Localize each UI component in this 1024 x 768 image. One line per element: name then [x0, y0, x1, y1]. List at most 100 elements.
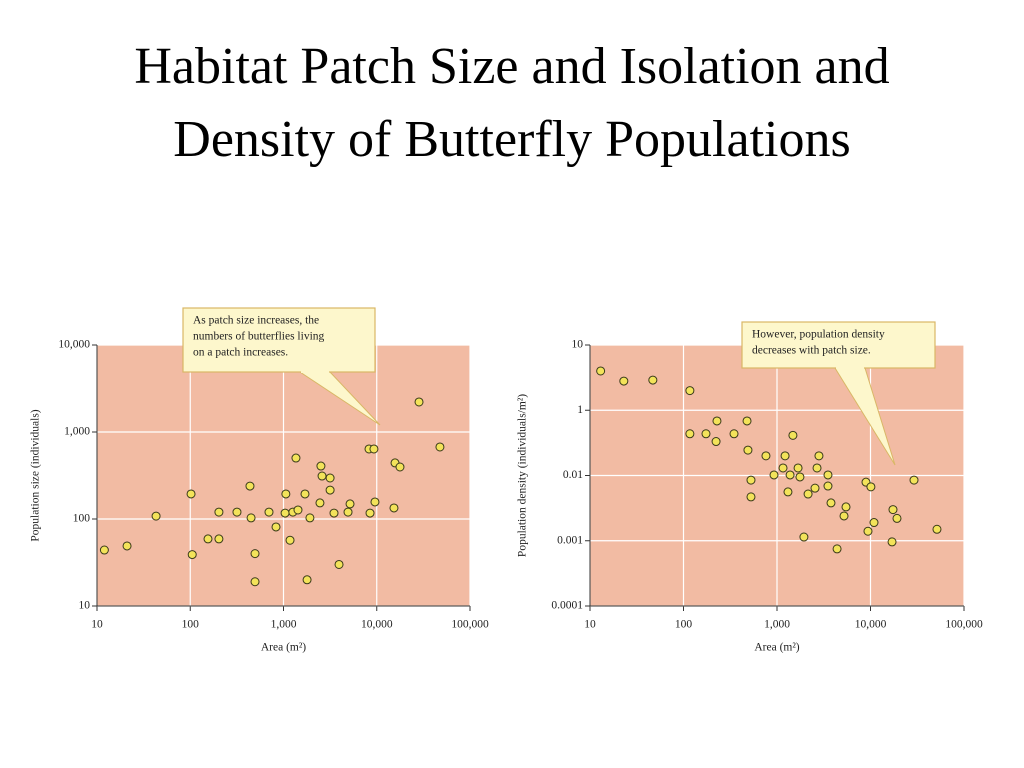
data-point [742, 416, 752, 426]
y-tick-label: 0.001 [557, 534, 583, 546]
x-tick-label: 10 [584, 619, 596, 631]
data-point [888, 505, 898, 515]
annotation-text: decreases with patch size. [752, 345, 871, 357]
y-tick-label: 0.01 [563, 469, 583, 481]
data-point [863, 526, 873, 536]
data-point [281, 489, 291, 499]
data-point [711, 437, 721, 447]
annotation-text: on a patch increases. [193, 347, 288, 359]
data-point [302, 575, 312, 585]
data-point [325, 473, 335, 483]
data-point [887, 537, 897, 547]
y-tick-label: 10 [79, 600, 91, 612]
data-point [803, 489, 813, 499]
data-point [186, 489, 196, 499]
data-point [826, 498, 836, 508]
y-axis-label: Population density (individuals/m²) [517, 394, 529, 557]
data-point [246, 513, 256, 523]
annotation-box [182, 307, 376, 373]
data-point [793, 463, 803, 473]
data-point [214, 507, 224, 517]
data-point [685, 386, 695, 396]
data-point [369, 444, 379, 454]
data-point [909, 475, 919, 485]
x-tick-label: 100,000 [945, 619, 983, 631]
data-point [799, 532, 809, 542]
data-point [892, 513, 902, 523]
annotation-text: numbers of butterflies living [193, 331, 325, 343]
data-point [839, 511, 849, 521]
data-point [250, 549, 260, 559]
x-tick-label: 10,000 [855, 619, 887, 631]
data-point [729, 429, 739, 439]
data-point [285, 535, 295, 545]
x-axis-label: Area (m²) [754, 642, 799, 654]
data-point [810, 483, 820, 493]
data-point [316, 461, 326, 471]
data-point [788, 430, 798, 440]
data-point [743, 445, 753, 455]
data-point [814, 451, 824, 461]
data-point [329, 508, 339, 518]
data-point [122, 541, 132, 551]
data-point [334, 559, 344, 569]
data-point [305, 513, 315, 523]
data-point [746, 475, 756, 485]
data-point [389, 503, 399, 513]
data-point [795, 472, 805, 482]
data-point [832, 544, 842, 554]
data-point [317, 471, 327, 481]
data-point [187, 550, 197, 560]
data-point [414, 397, 424, 407]
data-point [203, 534, 213, 544]
data-point [264, 507, 274, 517]
data-point [596, 366, 606, 376]
data-point [648, 375, 658, 385]
data-point [291, 453, 301, 463]
data-point [783, 487, 793, 497]
data-point [778, 463, 788, 473]
data-point [769, 470, 779, 480]
y-tick-label: 1,000 [64, 426, 90, 438]
data-point [370, 497, 380, 507]
data-point [785, 470, 795, 480]
data-point [780, 451, 790, 461]
data-point [365, 508, 375, 518]
data-point [869, 518, 879, 528]
data-point [280, 508, 290, 518]
x-tick-label: 100 [182, 619, 200, 631]
data-point [932, 524, 942, 534]
x-axis-label: Area (m²) [261, 642, 306, 654]
data-point [746, 492, 756, 502]
data-point [293, 505, 303, 515]
data-point [841, 502, 851, 512]
x-tick-label: 100,000 [451, 619, 489, 631]
data-point [245, 481, 255, 491]
x-tick-label: 1,000 [271, 619, 297, 631]
y-tick-label: 0.0001 [551, 600, 583, 612]
data-point [151, 511, 161, 521]
annotation-box [741, 321, 936, 369]
data-point [761, 451, 771, 461]
data-point [701, 429, 711, 439]
slide-title: Habitat Patch Size and Isolation and Den… [134, 38, 890, 168]
y-tick-label: 10,000 [58, 339, 90, 351]
y-tick-label: 100 [73, 513, 91, 525]
data-point [712, 416, 722, 426]
x-tick-label: 1,000 [764, 619, 790, 631]
data-point [343, 507, 353, 517]
x-tick-label: 10 [91, 619, 103, 631]
data-point [214, 534, 224, 544]
x-tick-label: 100 [675, 619, 693, 631]
data-point [435, 442, 445, 452]
y-axis-label: Population size (individuals) [30, 409, 42, 541]
data-point [300, 489, 310, 499]
annotation-text: As patch size increases, the [193, 315, 319, 327]
data-point [823, 470, 833, 480]
data-point [866, 482, 876, 492]
data-point [812, 463, 822, 473]
data-point [250, 577, 260, 587]
y-tick-label: 10 [572, 339, 584, 351]
